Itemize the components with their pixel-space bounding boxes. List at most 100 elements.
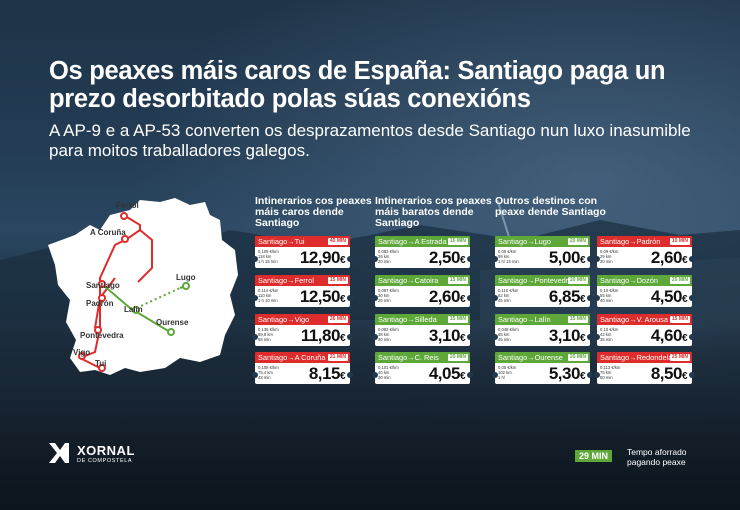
toll-ticket: Santiago→V. Arousa 15 MIN 0,10 €/km 42 km 35…	[594, 314, 695, 346]
ticket-time-saved: 20 MIN	[567, 237, 588, 245]
ticket-body: 0,05 €/km 99 km 1 h/ 15 min 5,00€	[495, 247, 590, 268]
ticket-time-saved: 26 MIN	[327, 315, 348, 323]
ticket-info-line: 0,113 €/km	[600, 365, 621, 370]
ticket-price: 8,15€	[308, 364, 346, 387]
ticket-info-line: 29 km	[600, 254, 612, 259]
ticket-info-line: 89,8 km	[258, 332, 273, 337]
ticket-info-line: 48 min	[258, 375, 271, 380]
ticket-price: 2,60€	[651, 248, 688, 271]
ticket-info-line: 1 h/	[498, 375, 505, 380]
ticket-info: 0,087 €/km 30 km 25 min	[378, 288, 399, 303]
ticket-route: Santiago→Ferrol	[258, 276, 314, 285]
ticket-price: 5,30€	[549, 364, 586, 387]
ticket-notch	[467, 295, 473, 301]
ticket-body: 0,114 €/km 110 km 1 h 10 min 12,50€	[255, 286, 350, 307]
city-label: Tui	[95, 359, 106, 368]
ticket-price-value: 2,60	[428, 287, 461, 306]
ticket-notch	[347, 334, 353, 340]
ticket-currency: €	[459, 255, 466, 266]
ticket-info-line: 30 min	[378, 375, 391, 380]
ticket-time-saved: 15 MIN	[567, 315, 588, 323]
ticket-currency: €	[459, 294, 466, 305]
ticket-info-line: 26 km	[378, 254, 390, 259]
ticket-time-saved: 15 MIN	[327, 276, 348, 284]
ticket-currency: €	[339, 333, 346, 344]
column-title-expensive: Intinerarios cos peaxes máis caros dende…	[255, 195, 372, 229]
city-dot-pontevedra	[94, 326, 102, 334]
ticket-notch	[594, 256, 600, 262]
ticket-notch	[587, 372, 593, 378]
ticket-currency: €	[579, 333, 586, 344]
ticket-route: Santiago→Tui	[258, 237, 305, 246]
ticket-info-line: 0,108 €/km	[258, 365, 279, 370]
ticket-time-saved: 20 MIN	[669, 276, 690, 284]
ticket-route: Santiago→Vigo	[258, 315, 310, 324]
ticket-info-line: 20 min	[600, 259, 613, 264]
ticket-time-saved: 20 MIN	[447, 353, 468, 361]
ticket-body: 0,110 €/km 62 km 45 min 6,85€	[495, 286, 590, 307]
ticket-info-line: 30 min	[378, 337, 391, 342]
ticket-header: Santiago→Lalín 15 MIN	[495, 314, 590, 325]
toll-ticket: Santiago→C. Reis 20 MIN 0,101 €/km 40 km 30 …	[372, 352, 473, 384]
ticket-notch	[689, 295, 695, 301]
ticket-time-saved: 15 MIN	[447, 315, 468, 323]
ticket-notch	[252, 372, 258, 378]
ticket-time-saved: 20 MIN	[567, 276, 588, 284]
ticket-price-value: 4,05	[428, 364, 461, 383]
ticket-notch	[689, 372, 695, 378]
ticket-price: 11,80€	[300, 326, 346, 349]
ticket-header: Santiago→Vigo 26 MIN	[255, 314, 350, 325]
ticket-price-value: 12,90	[299, 248, 341, 267]
toll-ticket: Santiago→Silleda 15 MIN 0,082 €/km 38 km 30 …	[372, 314, 473, 346]
galicia-map: Ferrol A Coruña Santiago Padrón Lalín Lu…	[48, 198, 238, 375]
ticket-price-value: 3,10	[548, 326, 581, 345]
ticket-route: Santiago→A Estrada	[378, 237, 447, 246]
ticket-notch	[594, 295, 600, 301]
ticket-info: 0,05 €/km 102 km 1 h/	[498, 365, 516, 380]
ticket-header: Santiago→A Coruña 21 MIN	[255, 352, 350, 363]
ticket-currency: €	[681, 255, 688, 266]
brand-subtitle: DE COMPOSTELA	[77, 458, 133, 464]
ticket-route: Santiago→Lalín	[498, 315, 551, 324]
ticket-header: Santiago→Ourense 20 MIN	[495, 352, 590, 363]
ticket-price-value: 8,15	[308, 364, 341, 383]
ticket-currency: €	[339, 255, 346, 266]
ticket-price-value: 6,85	[548, 287, 581, 306]
ticket-info-line: 62 km	[498, 293, 510, 298]
ticket-info-line: 42 km	[600, 332, 612, 337]
ticket-body: 0,135 €/km 89,8 km 58 min 11,80€	[255, 325, 350, 346]
ticket-info-line: 75 km	[600, 370, 612, 375]
ticket-info-line: 30 km	[378, 293, 390, 298]
ticket-info-line: 50 min	[600, 375, 613, 380]
ticket-time-saved: 15 MIN	[669, 315, 690, 323]
ticket-info-line: 0,09 €/km	[600, 249, 619, 254]
ticket-info-line: 1 h 15 min	[258, 259, 278, 264]
city-dot-santiago	[98, 280, 106, 288]
ticket-notch	[587, 295, 593, 301]
ticket-currency: €	[681, 294, 688, 305]
ticket-time-saved: 10 MIN	[669, 237, 690, 245]
ticket-info-line: 0,101 €/km	[378, 365, 399, 370]
ticket-price: 12,50€	[300, 287, 346, 310]
city-label: Lugo	[176, 273, 196, 282]
ticket-currency: €	[579, 294, 586, 305]
ticket-notch	[587, 334, 593, 340]
ticket-info-line: 20 min	[378, 259, 391, 264]
ticket-body: 0,082 €/km 38 km 30 min 3,10€	[375, 325, 470, 346]
city-dot-ourense	[167, 328, 175, 336]
ticket-header: Santiago→Lugo 20 MIN	[495, 236, 590, 247]
ticket-info: 0,09 €/km 29 km 20 min	[600, 249, 618, 264]
toll-ticket: Santiago→Ferrol 15 MIN 0,114 €/km 110 km 1 h…	[252, 275, 353, 307]
ticket-info: 0,110 €/km 62 km 45 min	[498, 288, 518, 303]
ticket-info-line: 40 min	[600, 298, 613, 303]
city-dot-vigo	[78, 352, 86, 360]
ticket-time-saved: 25 MIN	[669, 353, 690, 361]
ticket-notch	[594, 372, 600, 378]
ticket-time-saved: 40 MIN	[327, 237, 348, 245]
toll-ticket: Santiago→A Coruña 21 MIN 0,108 €/km 75,4 km…	[252, 352, 353, 384]
ticket-price-value: 11,80	[300, 326, 341, 345]
ticket-notch	[467, 334, 473, 340]
ticket-price-value: 3,10	[428, 326, 461, 345]
ticket-time-saved: 15 MIN	[447, 276, 468, 284]
ticket-currency: €	[339, 371, 346, 382]
